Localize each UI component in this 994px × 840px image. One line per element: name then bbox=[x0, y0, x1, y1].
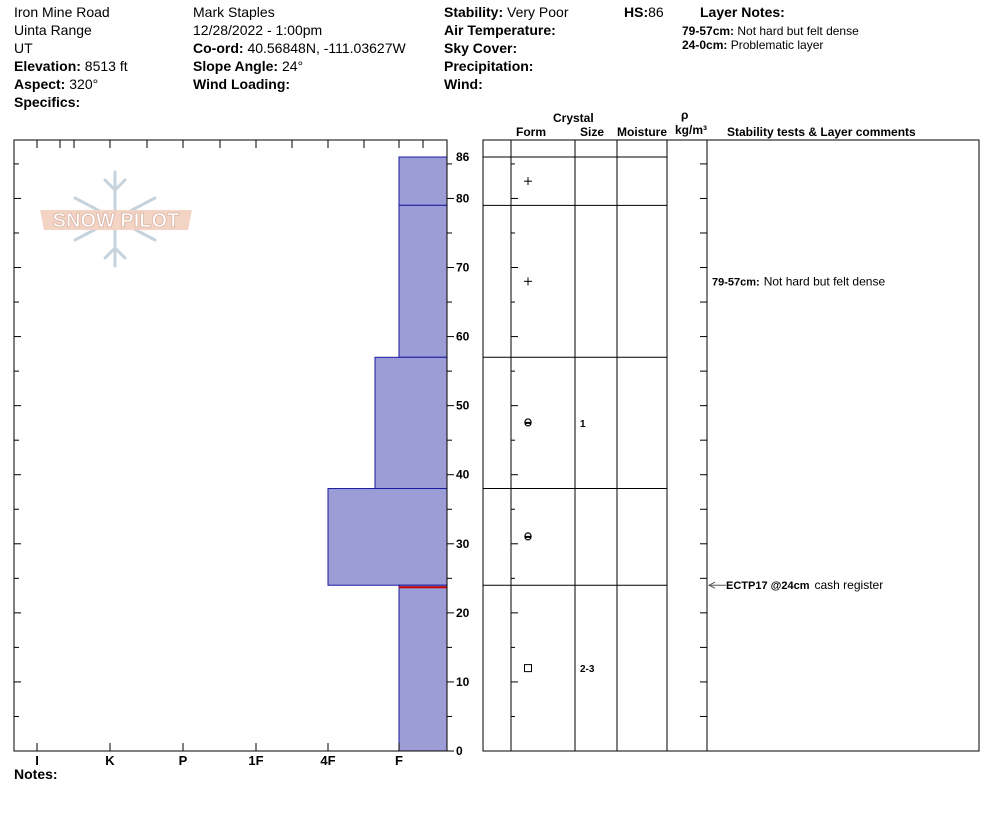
field-value: Uinta Range bbox=[14, 22, 92, 38]
field-label: Sky Cover: bbox=[444, 40, 518, 56]
density-symbol: ρ bbox=[681, 108, 689, 122]
field-value: 24° bbox=[281, 58, 304, 74]
depth-tick-label: 60 bbox=[456, 330, 470, 344]
crystal-size-label: 1 bbox=[580, 419, 586, 430]
stability-test: ECTP17 @24cm cash register bbox=[726, 578, 883, 592]
depth-tick-label: 30 bbox=[456, 537, 470, 551]
header-field: Aspect: 320° bbox=[14, 75, 128, 93]
form-header: Form bbox=[516, 125, 546, 139]
hardness-tick-label: P bbox=[179, 753, 188, 768]
layer-comment-range: 79-57cm: bbox=[712, 276, 760, 288]
field-label: Precipitation: bbox=[444, 58, 534, 74]
header-field: Iron Mine Road bbox=[14, 3, 128, 21]
depth-tick-label: 80 bbox=[456, 191, 470, 205]
snowpilot-logo: SNOW PILOT bbox=[40, 170, 192, 268]
stability-test-name: ECTP17 @24cm bbox=[726, 580, 810, 592]
field-label: Aspect: bbox=[14, 76, 66, 92]
field-value: 12/28/2022 - 1:00pm bbox=[193, 22, 323, 38]
field-label: Air Temperature: bbox=[444, 22, 556, 38]
header-field: Stability: Very Poor bbox=[444, 3, 569, 21]
header-field: Wind: bbox=[444, 75, 569, 93]
stability-header: Stability tests & Layer comments bbox=[727, 125, 916, 139]
depth-tick-label: 86 bbox=[456, 150, 470, 164]
moisture-header: Moisture bbox=[617, 125, 668, 139]
hardness-tick-label: 1F bbox=[248, 753, 263, 768]
hs-value: 86 bbox=[648, 4, 664, 20]
hardness-bar bbox=[398, 156, 448, 206]
layer-notes-title: Layer Notes: bbox=[700, 4, 785, 20]
layer-notes-list: 79-57cm: Not hard but felt dense 24-0cm: … bbox=[682, 24, 859, 52]
hardness-bar bbox=[374, 356, 448, 490]
hardness-tick-label: K bbox=[105, 753, 115, 768]
stability-test-comment: cash register bbox=[815, 578, 884, 592]
field-label: Co-ord: bbox=[193, 40, 244, 56]
header-field: UT bbox=[14, 39, 128, 57]
crystal-form-symbol bbox=[525, 421, 531, 424]
field-label: Wind: bbox=[444, 76, 483, 92]
header-field: Elevation: 8513 ft bbox=[14, 57, 128, 75]
logo-text: SNOW PILOT bbox=[53, 210, 180, 232]
crystal-size-label: 2-3 bbox=[580, 664, 595, 675]
field-value: 8513 ft bbox=[84, 58, 128, 74]
depth-tick-label: 40 bbox=[456, 468, 470, 482]
header-field: Uinta Range bbox=[14, 21, 128, 39]
field-label: Slope Angle: bbox=[193, 58, 279, 74]
depth-tick-label: 10 bbox=[456, 675, 470, 689]
header-field: Slope Angle: 24° bbox=[193, 57, 406, 75]
crystal-form-symbol bbox=[524, 664, 532, 673]
hardness-tick-label: I bbox=[35, 753, 39, 768]
field-label: Elevation: bbox=[14, 58, 81, 74]
header-field: Specifics: bbox=[14, 93, 128, 111]
header-location-column: Iron Mine Road Uinta Range UT Elevation: 85… bbox=[14, 3, 128, 111]
hardness-plot-frame bbox=[13, 139, 448, 752]
header-field: Sky Cover: bbox=[444, 39, 569, 57]
hardness-tick-label: 4F bbox=[320, 753, 335, 768]
header-observer-column: Mark Staples 12/28/2022 - 1:00pm Co-ord: 4… bbox=[193, 3, 406, 93]
stability-test-arrowhead bbox=[707, 581, 716, 589]
density-unit: kg/m³ bbox=[675, 123, 708, 137]
layer-table-frame bbox=[482, 139, 980, 752]
hardness-bar bbox=[398, 204, 448, 358]
layer-note: 79-57cm: Not hard but felt dense bbox=[682, 24, 859, 38]
depth-tick-label: 50 bbox=[456, 399, 470, 413]
hardness-tick-label: F bbox=[395, 753, 403, 768]
hs-label: HS: bbox=[624, 4, 649, 20]
notes-label: Notes: bbox=[14, 766, 58, 782]
crystal-header: Crystal bbox=[553, 111, 594, 125]
layer-comment-text: Not hard but felt dense bbox=[764, 274, 886, 288]
header-field: Wind Loading: bbox=[193, 75, 406, 93]
hardness-bar bbox=[398, 584, 448, 752]
field-value: Very Poor bbox=[507, 4, 569, 20]
header-field: Precipitation: bbox=[444, 57, 569, 75]
field-value: Iron Mine Road bbox=[14, 4, 110, 20]
field-value: 40.56848N, -111.03627W bbox=[247, 40, 406, 56]
depth-tick-label: 20 bbox=[456, 606, 470, 620]
header-field: Air Temperature: bbox=[444, 21, 569, 39]
depth-tick-label: 70 bbox=[456, 261, 470, 275]
layer-note-text: Problematic layer bbox=[727, 38, 824, 52]
crystal-form-symbol bbox=[525, 535, 531, 538]
size-header: Size bbox=[580, 125, 605, 139]
header-field: Co-ord: 40.56848N, -111.03627W bbox=[193, 39, 406, 57]
header-weather-column: Stability: Very Poor Air Temperature: Sky… bbox=[444, 3, 569, 93]
field-label: Wind Loading: bbox=[193, 76, 291, 92]
field-value: UT bbox=[14, 40, 33, 56]
layer-note: 24-0cm: Problematic layer bbox=[682, 38, 859, 52]
depth-tick-label: 0 bbox=[456, 744, 463, 758]
field-label: Stability: bbox=[444, 4, 504, 20]
header-field: Mark Staples bbox=[193, 3, 406, 21]
layer-note-range: 24-0cm: bbox=[682, 38, 728, 52]
layer-note-range: 79-57cm: bbox=[682, 24, 735, 38]
header-field: 12/28/2022 - 1:00pm bbox=[193, 21, 406, 39]
field-label: Specifics: bbox=[14, 94, 81, 110]
layer-comment: 79-57cm: Not hard but felt dense bbox=[712, 274, 885, 288]
layer-note-text: Not hard but felt dense bbox=[734, 24, 859, 38]
snow-height: HS:86 bbox=[624, 3, 664, 21]
field-value: Mark Staples bbox=[193, 4, 275, 20]
field-value: 320° bbox=[69, 76, 99, 92]
hardness-bar bbox=[327, 488, 448, 586]
